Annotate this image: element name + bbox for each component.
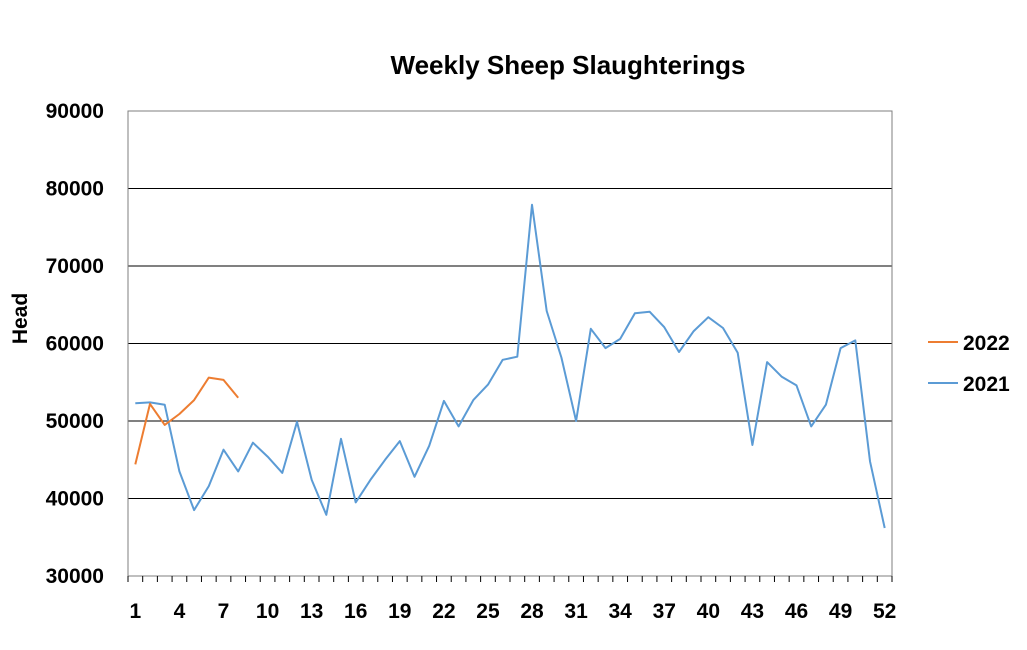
legend: 2022 2021 bbox=[928, 332, 1010, 396]
x-tick-label: 13 bbox=[300, 600, 323, 623]
y-tick-label: 90000 bbox=[46, 100, 104, 123]
series-lines bbox=[134, 203, 886, 529]
x-tick-label: 1 bbox=[130, 600, 142, 623]
series-line-2021 bbox=[135, 203, 886, 529]
x-tick-label: 37 bbox=[653, 600, 676, 623]
series-line-2022 bbox=[134, 376, 239, 465]
y-tick-label: 50000 bbox=[46, 410, 104, 433]
y-tick-label: 30000 bbox=[46, 565, 104, 588]
chart-title: Weekly Sheep Slaughterings bbox=[391, 50, 746, 80]
x-axis bbox=[127, 576, 893, 582]
legend-label-2022: 2022 bbox=[963, 332, 1010, 355]
y-axis-tick-labels: 30000 40000 50000 60000 70000 80000 90000 bbox=[46, 100, 104, 588]
x-tick-label: 19 bbox=[388, 600, 411, 623]
x-tick-label: 4 bbox=[174, 600, 186, 623]
legend-label-2021: 2021 bbox=[963, 373, 1010, 396]
y-tick-label: 40000 bbox=[46, 488, 104, 511]
x-tick-label: 34 bbox=[609, 600, 633, 623]
gridlines bbox=[128, 110, 892, 499]
x-tick-label: 10 bbox=[256, 600, 279, 623]
x-tick-label: 40 bbox=[697, 600, 720, 623]
x-tick-label: 28 bbox=[520, 600, 544, 623]
x-tick-label: 43 bbox=[741, 600, 764, 623]
x-tick-label: 31 bbox=[564, 600, 588, 623]
x-tick-label: 22 bbox=[432, 600, 455, 623]
x-tick-label: 7 bbox=[218, 600, 230, 623]
x-tick-label: 25 bbox=[476, 600, 500, 623]
x-axis-tick-labels: 1 4 7 10 13 16 19 22 25 28 31 34 37 40 43 46 49 52 bbox=[130, 600, 897, 623]
x-tick-label: 52 bbox=[873, 600, 896, 623]
y-tick-label: 80000 bbox=[46, 178, 104, 201]
x-tick-label: 49 bbox=[829, 600, 852, 623]
y-axis-title: Head bbox=[9, 293, 32, 344]
y-tick-label: 60000 bbox=[46, 333, 104, 356]
x-tick-label: 16 bbox=[344, 600, 367, 623]
x-tick-label: 46 bbox=[785, 600, 808, 623]
y-tick-label: 70000 bbox=[46, 255, 104, 278]
